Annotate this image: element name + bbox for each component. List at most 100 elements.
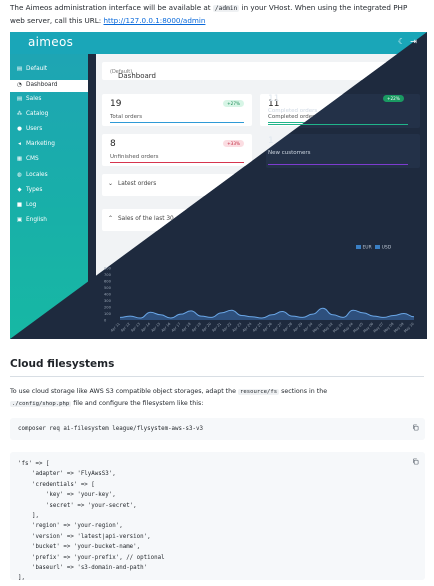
users-icon: ● (17, 126, 22, 132)
stat-card-total-orders: 19 Total orders +27% (102, 94, 252, 126)
nav-active-bg: ◔ Dashboard (10, 80, 88, 92)
x-tick-label: Apr 14 (140, 322, 151, 333)
intro-text-1: The Aimeos administration interface will… (10, 3, 213, 12)
site-icon: ▤ (16, 66, 23, 72)
dark-stat-card (266, 134, 420, 168)
chevron-up-icon: ⌃ (108, 215, 114, 222)
admin-url-link[interactable]: http://127.0.0.1:8000/admin (103, 16, 206, 25)
x-tick-label: Apr 27 (272, 322, 283, 333)
config-path-code: ./config/shop.php (10, 401, 72, 407)
x-tick-label: May 02 (322, 322, 334, 334)
legend-label-usd: USD (381, 245, 392, 251)
nav-item-types[interactable]: ◆ Types (17, 187, 43, 193)
language-icon: ▣ (16, 217, 23, 223)
x-tick-label: Apr 25 (252, 322, 263, 333)
copy-icon[interactable] (412, 458, 419, 465)
copy-icon[interactable] (412, 424, 419, 431)
stat-label: Completed orders (268, 114, 318, 120)
intro-text-2: in your VHost. When using the integrated… (10, 3, 408, 25)
composer-code-block: composer req ai-filesystem league/flysys… (10, 418, 425, 440)
config-code: 'fs' => [ 'adapter' => 'FlyAwsS3', 'cred… (18, 461, 165, 582)
sales-area (120, 308, 414, 320)
stat-change-badge: +33% (223, 140, 244, 147)
config-code-block: 'fs' => [ 'adapter' => 'FlyAwsS3', 'cred… (10, 452, 425, 581)
y-tick-label: 700 (104, 273, 112, 277)
marketing-icon: ◂ (18, 141, 21, 147)
y-tick-label: 200 (104, 306, 112, 310)
x-tick-label: Apr 23 (232, 322, 243, 333)
x-tick-label: Apr 28 (282, 322, 293, 333)
dashboard-icon: ◔ (17, 82, 22, 88)
stat-label-new-customers: New customers (268, 150, 311, 156)
x-tick-label: Apr 26 (262, 322, 273, 333)
nav-item-dashboard[interactable]: ◔ Dashboard (17, 82, 58, 88)
x-tick-label: Apr 30 (303, 322, 314, 333)
x-tick-label: May 03 (332, 322, 344, 334)
nav-item-sales[interactable]: ▤ Sales (16, 96, 42, 102)
x-tick-label: May 01 (312, 322, 324, 334)
locales-icon: ◍ (17, 172, 22, 178)
x-tick-label: May 07 (373, 322, 385, 334)
stat-label: Unfinished orders (110, 154, 159, 160)
log-icon: ■ (16, 202, 23, 208)
stat-label: Total orders (110, 114, 143, 120)
x-tick-label: May 06 (363, 322, 375, 334)
moon-icon[interactable]: ☾ (398, 37, 406, 46)
nav-item-marketing[interactable]: ◂ Marketing (16, 141, 55, 147)
stat-accent-bar (268, 164, 408, 165)
stat-label-completed: Completed orders (268, 108, 318, 114)
dashboard-subtitle: (Default) (110, 69, 133, 75)
intro-paragraph: The Aimeos administration interface will… (10, 2, 424, 27)
cms-icon: ▦ (16, 156, 23, 162)
x-tick-label: Apr 13 (130, 322, 141, 333)
types-icon: ◆ (17, 187, 22, 193)
x-tick-label: Apr 21 (211, 322, 222, 333)
stat-card-unfinished-orders: 8 Unfinished orders +33% (102, 134, 252, 166)
x-tick-label: Apr 18 (181, 322, 192, 333)
heading-divider (10, 376, 424, 377)
stat-value: 8 (110, 139, 116, 149)
x-tick-label: Apr 24 (242, 322, 253, 333)
x-tick-label: Apr 20 (201, 322, 212, 333)
nav-item-locales[interactable]: ◍ Locales (17, 172, 48, 178)
top-icons: ☾ ⇥ (398, 37, 417, 46)
dashboard-header: Dashboard (Default) (102, 62, 414, 80)
stat-change-badge-completed: +22% (383, 95, 404, 102)
resource-fs-code: resource/fs (238, 389, 280, 395)
aimeos-logo: aimeos (28, 35, 74, 49)
x-tick-label: Apr 12 (120, 322, 131, 333)
stat-value-completed: 11 (268, 94, 280, 104)
section-paragraph: To use cloud storage like AWS S3 compati… (10, 388, 328, 407)
legend-label-eur: EUR (362, 245, 372, 251)
chart-legend: EUR USD (356, 245, 391, 251)
site-selector[interactable]: ▤ Default (16, 66, 48, 72)
y-tick-label: 0 (104, 319, 107, 323)
top-bar (10, 32, 427, 54)
logout-icon[interactable]: ⇥ (410, 37, 417, 46)
x-tick-label: Apr 17 (171, 322, 182, 333)
x-tick-label: May 09 (393, 322, 405, 334)
latest-orders-label: Latest orders (118, 181, 157, 187)
nav-item-catalog[interactable]: ⁂ Catalog (16, 111, 49, 117)
admin-path-code: /admin (212, 5, 240, 12)
admin-screenshot: Dashboard (Default) 19 Total orders +27%… (10, 32, 427, 339)
chevron-down-icon: ⌄ (108, 180, 114, 187)
stat-accent-bar (110, 162, 244, 163)
nav-item-english[interactable]: ▣ English (16, 217, 47, 223)
stat-accent-bar (268, 124, 408, 125)
x-tick-label: May 04 (342, 322, 354, 334)
stat-accent-bar (110, 122, 244, 123)
dashboard-title: Dashboard (118, 72, 156, 80)
x-tick-label: May 05 (352, 322, 364, 334)
x-tick-label: Apr 19 (191, 322, 202, 333)
nav-item-users[interactable]: ● Users (17, 126, 43, 132)
y-tick-label: 600 (104, 280, 112, 284)
legend-swatch-usd (375, 245, 381, 249)
stat-value: 19 (110, 99, 122, 109)
y-tick-label: 300 (104, 299, 112, 303)
y-tick-label: 400 (104, 293, 112, 297)
nav-item-cms[interactable]: ▦ CMS (16, 156, 39, 162)
nav-item-log[interactable]: ■ Log (16, 202, 37, 208)
y-tick-label: 500 (104, 286, 112, 290)
